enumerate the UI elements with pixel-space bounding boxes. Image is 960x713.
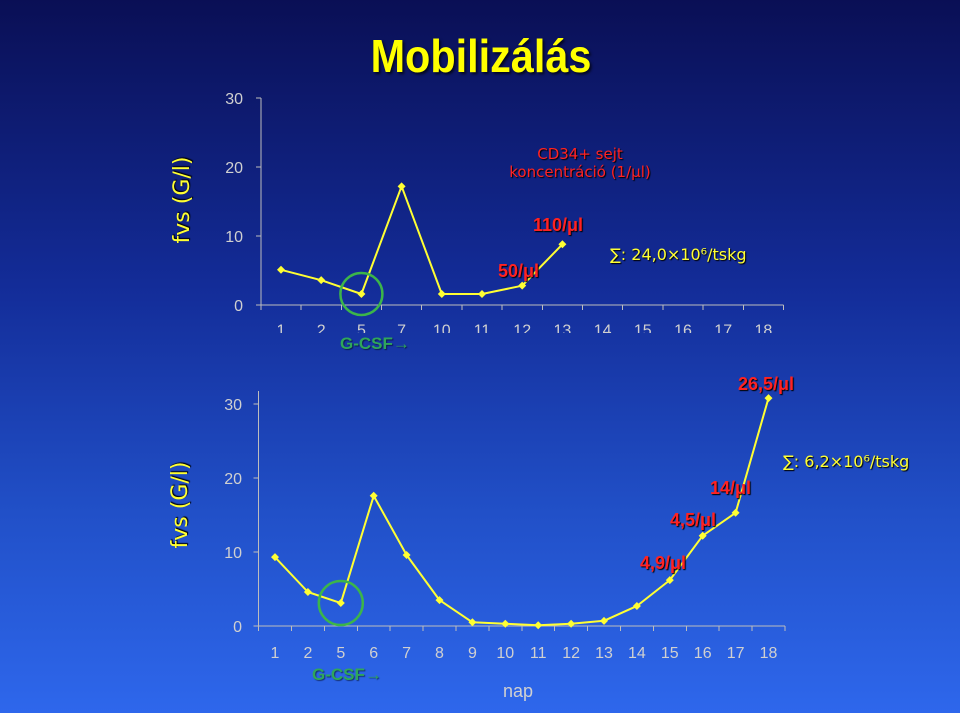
x-tick-label: 12 xyxy=(513,323,531,340)
y-tick-label: 10 xyxy=(225,229,243,246)
x-tick-label: 1 xyxy=(277,323,286,340)
data-point-marker xyxy=(501,619,510,628)
y-tick-label: 20 xyxy=(225,160,243,177)
x-tick-label: 11 xyxy=(474,323,491,340)
x-tick-label: 12 xyxy=(562,645,580,662)
data-point-marker xyxy=(271,553,279,562)
x-tick-label: 15 xyxy=(661,645,679,662)
data-point-marker xyxy=(357,289,366,298)
series-line xyxy=(274,397,770,627)
x-tick-label: 11 xyxy=(530,645,547,662)
data-point-marker xyxy=(336,599,345,608)
cd34-value-label: 4,5/μl xyxy=(670,510,717,530)
data-point-marker xyxy=(518,281,527,290)
x-tick-label: 17 xyxy=(727,645,745,662)
sum-label: ∑: 6,2×10⁶/tskg xyxy=(783,452,910,471)
cd34-value-label: 110/μl xyxy=(533,215,584,235)
x-tick-label: 13 xyxy=(595,645,613,662)
g-csf-start-label: G-CSF→ xyxy=(312,665,382,684)
x-tick-label: 2 xyxy=(303,645,312,662)
data-point-marker xyxy=(567,619,576,628)
data-point-marker xyxy=(303,587,312,596)
data-point-marker xyxy=(435,596,444,605)
data-point-marker xyxy=(369,491,378,500)
y-tick-label: 20 xyxy=(224,471,242,488)
x-tick-label: 14 xyxy=(594,323,612,340)
y-tick-label: 10 xyxy=(224,545,242,562)
data-point-marker xyxy=(698,531,707,540)
x-tick-label: 15 xyxy=(634,323,652,340)
data-point-marker xyxy=(317,276,326,285)
y-tick-label: 0 xyxy=(233,619,242,636)
data-point-marker xyxy=(468,618,477,627)
data-point-marker xyxy=(478,289,486,298)
x-tick-label: 7 xyxy=(402,645,411,662)
data-point-marker xyxy=(665,576,674,585)
y-tick-label: 0 xyxy=(234,298,243,315)
x-tick-label: 2 xyxy=(317,323,326,340)
data-point-marker xyxy=(764,394,773,403)
data-point-marker xyxy=(558,240,567,249)
series-line xyxy=(280,185,564,295)
data-point-marker xyxy=(632,602,641,611)
x-tick-label: 18 xyxy=(760,645,778,662)
g-csf-start-circle xyxy=(317,579,365,627)
y-tick-label: 30 xyxy=(225,91,243,108)
cd34-concentration-title-line-1: CD34+ sejt xyxy=(537,145,623,163)
x-tick-label: 16 xyxy=(694,645,712,662)
x-tick-label: 13 xyxy=(554,323,572,340)
sum-label: ∑: 24,0×10⁶/tskg xyxy=(610,245,747,264)
cd34-value-label: 14/μl xyxy=(710,478,752,498)
data-point-marker xyxy=(402,550,411,559)
data-point-marker xyxy=(437,289,446,298)
y-axis-title: fvs (G/l) xyxy=(170,156,195,244)
x-tick-label: 5 xyxy=(336,645,345,662)
data-point-marker xyxy=(600,616,608,625)
cd34-value-label: 4,9/μl xyxy=(640,553,687,573)
data-point-marker xyxy=(397,182,406,191)
cd34-value-label: 26,5/μl xyxy=(738,374,795,394)
x-tick-label: 8 xyxy=(435,645,444,662)
x-tick-labels: 1 2 5 7 10 11 12 13 14 15 16 17 18 xyxy=(277,323,773,340)
x-axis-title: nap xyxy=(502,681,534,701)
x-tick-label: 14 xyxy=(628,645,646,662)
x-tick-label: 10 xyxy=(433,323,451,340)
slide-title: Mobilizálás xyxy=(370,30,592,82)
x-tick-label: 6 xyxy=(369,645,378,662)
data-point-marker xyxy=(731,508,740,517)
x-tick-label: 7 xyxy=(397,323,406,340)
x-tick-label: 10 xyxy=(496,645,514,662)
data-point-marker xyxy=(277,265,285,274)
x-tick-label: 1 xyxy=(271,645,280,662)
data-point-marker xyxy=(534,621,543,630)
x-tick-label: 16 xyxy=(674,323,692,340)
g-csf-start-label: G-CSF→ xyxy=(340,334,410,353)
cd34-value-label: 50/μl xyxy=(498,261,540,281)
g-csf-start-circle xyxy=(339,271,384,317)
y-axis-title: fvs (G/l) xyxy=(168,461,193,549)
x-tick-label: 18 xyxy=(755,323,773,340)
x-tick-label: 17 xyxy=(714,323,732,340)
x-tick-label: 5 xyxy=(357,323,366,340)
x-tick-label: 9 xyxy=(468,645,477,662)
cd34-concentration-title-line-2: koncentráció (1/μl) xyxy=(509,163,651,181)
y-tick-label: 30 xyxy=(224,397,242,414)
